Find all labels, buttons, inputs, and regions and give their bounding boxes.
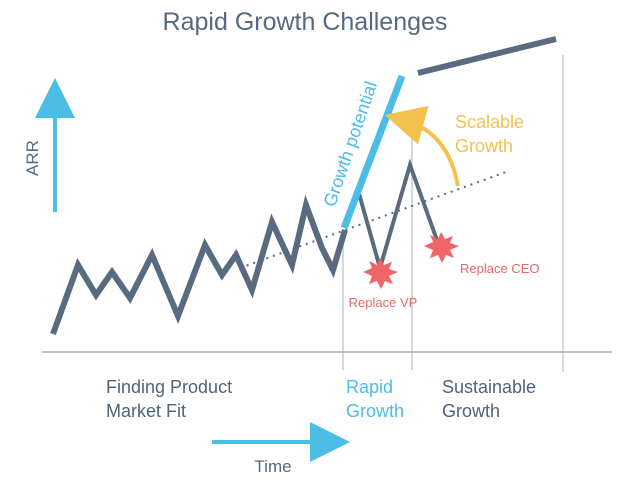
burst-replace-ceo-icon [424, 232, 459, 263]
growth-potential-line [340, 74, 406, 230]
scalable-growth-label-line1: Scalable [455, 112, 524, 132]
scalable-growth-arrow [384, 105, 460, 187]
growth-potential-label: Growth potential [320, 79, 382, 209]
y-axis-label: ARR [23, 140, 42, 176]
phase-sustainable-line1: Sustainable [442, 377, 536, 397]
phase-sustainable-line2: Growth [442, 401, 500, 421]
replace-vp-label: Replace VP [349, 295, 418, 310]
sustainable-growth-line [417, 36, 557, 76]
phase-rapid-line1: Rapid [346, 377, 393, 397]
trend-dotted-line [239, 171, 507, 269]
x-axis-label: Time [254, 457, 291, 476]
arr-zigzag-line [50, 194, 348, 336]
scalable-growth-label-line2: Growth [455, 136, 513, 156]
burst-replace-vp-icon [363, 258, 398, 289]
diagram-title: Rapid Growth Challenges [163, 8, 448, 36]
phase-finding-fit-line1: Finding Product [106, 377, 232, 397]
replace-ceo-label: Replace CEO [460, 261, 539, 276]
phase-rapid-line2: Growth [346, 401, 404, 421]
phase-finding-fit-line2: Market Fit [106, 401, 186, 421]
